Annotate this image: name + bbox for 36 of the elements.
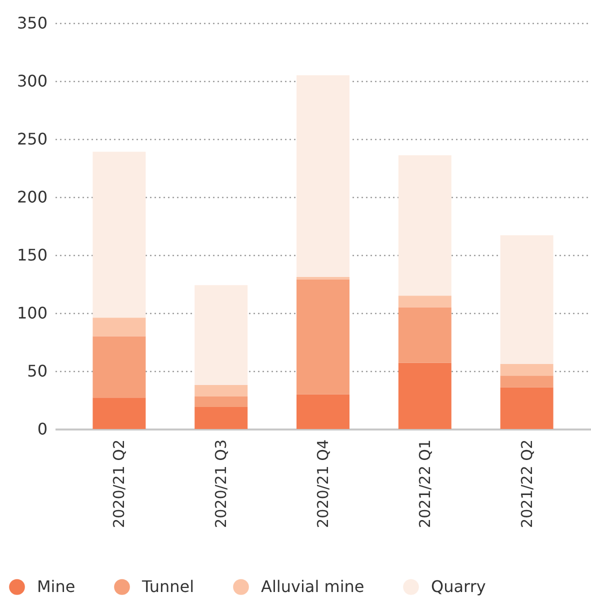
bar: [194, 406, 248, 429]
y-tick-label: 200: [16, 188, 48, 206]
bar: [194, 396, 248, 407]
bar: [398, 362, 452, 429]
x-tick-label: 2021/22 Q2: [518, 440, 536, 528]
bar: [398, 296, 452, 308]
y-tick-label: 150: [16, 246, 48, 264]
bar: [500, 364, 554, 376]
y-tick-label: 300: [16, 72, 48, 90]
legend-label: Tunnel: [141, 577, 194, 596]
bar: [194, 285, 248, 385]
x-tick-label: 2020/21 Q3: [212, 440, 230, 528]
bar: [500, 235, 554, 364]
x-tick-label: 2020/21 Q4: [314, 440, 332, 528]
bar: [398, 155, 452, 296]
legend-label: Mine: [37, 577, 76, 596]
bar: [92, 336, 146, 398]
bar: [92, 398, 146, 429]
y-tick-label: 350: [16, 14, 48, 32]
bar: [296, 394, 350, 429]
bar: [194, 384, 248, 397]
bar: [296, 279, 350, 394]
y-tick-label: 250: [16, 130, 48, 148]
bar: [500, 387, 554, 429]
legend-label: Quarry: [431, 577, 486, 596]
y-tick-label: 50: [27, 362, 48, 380]
x-tick-label: 2020/21 Q2: [110, 440, 128, 528]
bar: [398, 307, 452, 363]
bar: [500, 376, 554, 388]
x-tick-label: 2021/22 Q1: [416, 440, 434, 528]
bar: [92, 152, 146, 318]
legend-label: Alluvial mine: [261, 577, 364, 596]
bar: [92, 318, 146, 336]
y-tick-label: 100: [16, 304, 48, 322]
y-tick-label: 0: [37, 420, 48, 438]
bar: [296, 75, 350, 278]
